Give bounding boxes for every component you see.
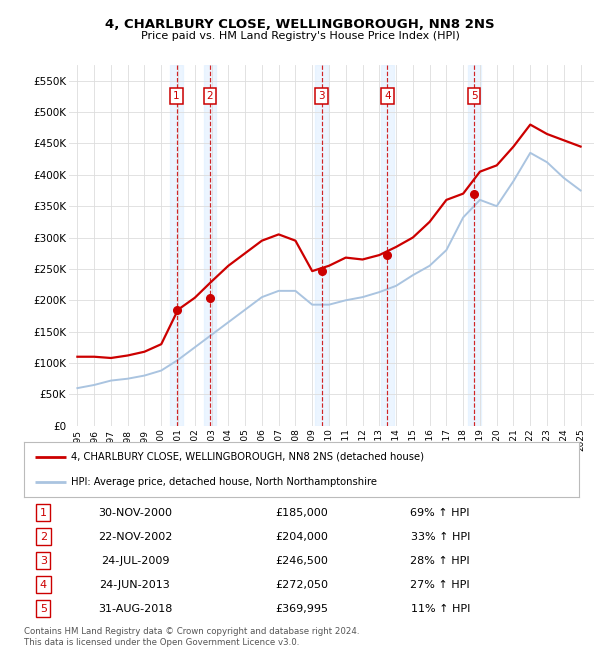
Bar — [315, 65, 328, 426]
Text: £204,000: £204,000 — [275, 532, 328, 541]
Text: 24-JUN-2013: 24-JUN-2013 — [100, 580, 170, 590]
Text: 24-JUL-2009: 24-JUL-2009 — [101, 556, 169, 566]
Text: 3: 3 — [40, 556, 47, 566]
Text: 28% ↑ HPI: 28% ↑ HPI — [410, 556, 470, 566]
Text: £246,500: £246,500 — [275, 556, 328, 566]
Bar — [468, 65, 481, 426]
Text: 22-NOV-2002: 22-NOV-2002 — [98, 532, 172, 541]
Text: 4, CHARLBURY CLOSE, WELLINGBOROUGH, NN8 2NS: 4, CHARLBURY CLOSE, WELLINGBOROUGH, NN8 … — [105, 18, 495, 31]
Text: £369,995: £369,995 — [275, 604, 328, 614]
Bar — [381, 65, 394, 426]
Text: 31-AUG-2018: 31-AUG-2018 — [98, 604, 172, 614]
Text: 1: 1 — [40, 508, 47, 517]
Text: £272,050: £272,050 — [275, 580, 328, 590]
Text: 3: 3 — [318, 90, 325, 101]
Text: 4: 4 — [40, 580, 47, 590]
Text: HPI: Average price, detached house, North Northamptonshire: HPI: Average price, detached house, Nort… — [71, 477, 377, 488]
Text: 4, CHARLBURY CLOSE, WELLINGBOROUGH, NN8 2NS (detached house): 4, CHARLBURY CLOSE, WELLINGBOROUGH, NN8 … — [71, 452, 424, 462]
Text: £185,000: £185,000 — [275, 508, 328, 517]
Bar — [170, 65, 183, 426]
Text: 2: 2 — [40, 532, 47, 541]
Text: Price paid vs. HM Land Registry's House Price Index (HPI): Price paid vs. HM Land Registry's House … — [140, 31, 460, 41]
Text: 30-NOV-2000: 30-NOV-2000 — [98, 508, 172, 517]
Text: Contains HM Land Registry data © Crown copyright and database right 2024.
This d: Contains HM Land Registry data © Crown c… — [24, 627, 359, 647]
Text: 5: 5 — [40, 604, 47, 614]
Text: 69% ↑ HPI: 69% ↑ HPI — [410, 508, 470, 517]
Bar — [203, 65, 216, 426]
Text: 1: 1 — [173, 90, 180, 101]
Text: 33% ↑ HPI: 33% ↑ HPI — [410, 532, 470, 541]
Text: 4: 4 — [384, 90, 391, 101]
Text: 11% ↑ HPI: 11% ↑ HPI — [410, 604, 470, 614]
Text: 27% ↑ HPI: 27% ↑ HPI — [410, 580, 470, 590]
Text: 2: 2 — [206, 90, 213, 101]
Text: 5: 5 — [471, 90, 478, 101]
